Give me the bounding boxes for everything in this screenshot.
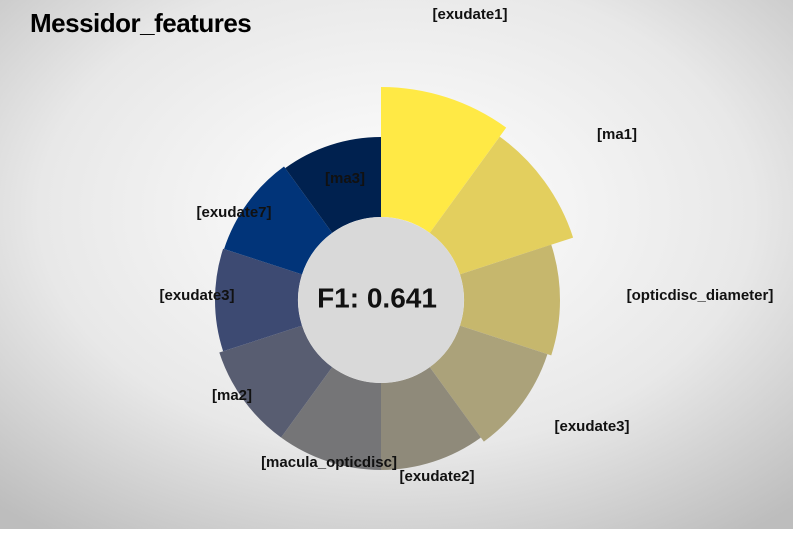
- bar: [459, 244, 560, 356]
- bar: [381, 87, 507, 233]
- bar: [281, 367, 381, 470]
- center-hole: [298, 217, 464, 383]
- category-label: [macula_opticdisc]: [261, 454, 397, 471]
- bar: [429, 136, 574, 275]
- category-label: [exudate3]: [554, 418, 629, 435]
- bar: [215, 248, 303, 352]
- category-label: [ma3]: [325, 170, 365, 187]
- center-label: F1: 0.641: [317, 282, 437, 313]
- category-label: [exudate7]: [196, 204, 271, 221]
- bar: [429, 325, 548, 442]
- bar: [224, 166, 333, 275]
- bar: [381, 367, 481, 470]
- category-label: [exudate1]: [432, 6, 507, 23]
- bar: [285, 137, 381, 233]
- bar: [219, 325, 333, 438]
- chart-title: Messidor_features: [30, 8, 251, 38]
- category-label: [ma1]: [597, 126, 637, 143]
- category-label: [exudate2]: [399, 468, 474, 485]
- category-label: [exudate3]: [159, 287, 234, 304]
- category-label: [ma2]: [212, 387, 252, 404]
- category-label: [opticdisc_diameter]: [627, 287, 774, 304]
